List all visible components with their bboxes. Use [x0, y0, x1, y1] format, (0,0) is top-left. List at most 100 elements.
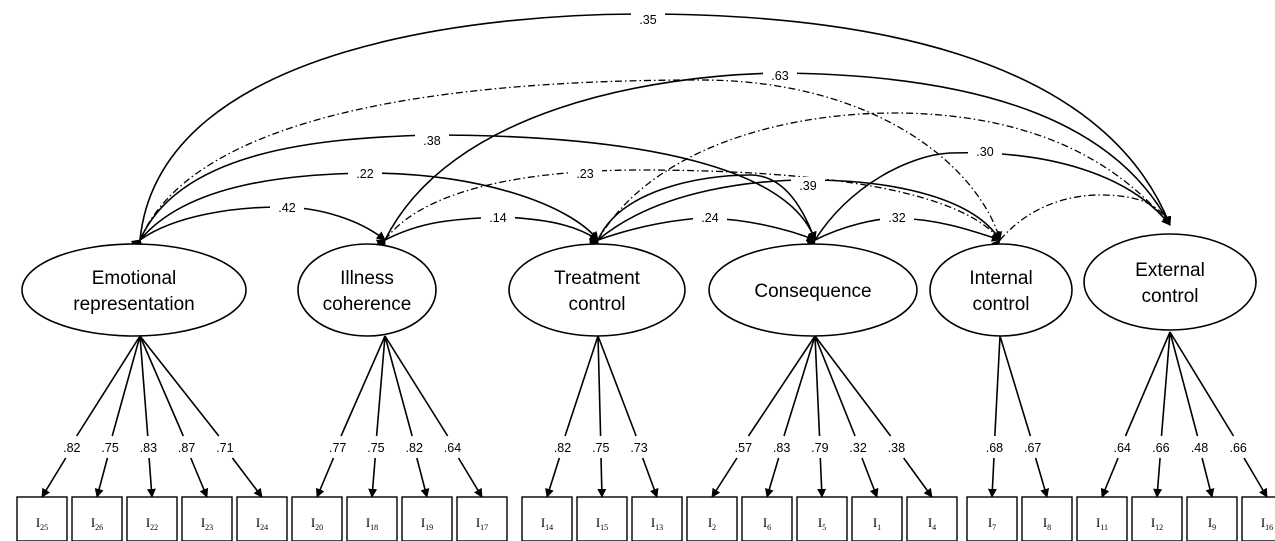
coef-label-bg: [968, 143, 1002, 159]
indicator-box-15: [576, 496, 628, 541]
latent-layer: Emotional representation Illness coherence T…: [21, 233, 1257, 337]
latent-int: [929, 243, 1073, 337]
loading-line-con-6: [783, 335, 816, 437]
loading-label-emo-23: .87: [178, 441, 195, 455]
indicator-box-24: [236, 496, 288, 541]
coef-label-bg: [415, 132, 449, 148]
loading-label-emo-22: .83: [140, 441, 157, 455]
loading-line-con-5: [814, 335, 821, 437]
loading-line-con-1: [814, 335, 856, 437]
loading-arrow-trt-15: [597, 457, 607, 498]
loading-arrow-ext-11: [1100, 457, 1119, 498]
indicator-label-9: I9: [1208, 515, 1216, 532]
latent-label-ill: Illness coherence: [323, 268, 412, 315]
correlation-label-emo-con: .38: [423, 134, 440, 148]
indicator-box-7: [966, 496, 1018, 541]
correlation-label-trt-con: .24: [701, 211, 718, 225]
loading-arrow-ill-18: [368, 457, 378, 498]
correlation-label-emo-ill: .42: [278, 201, 295, 215]
indicator-label-12: I12: [1151, 515, 1163, 532]
indicator-label-2: I2: [708, 515, 716, 532]
indicator-box-25: [16, 496, 68, 541]
indicator-box-16: [1241, 496, 1275, 541]
loading-label-con-4: .38: [888, 441, 905, 455]
latent-label-emo: Emotional representation: [73, 268, 194, 315]
coef-label-bg: [348, 165, 382, 181]
loading-arrow-ext-12: [1153, 457, 1163, 498]
loading-arrow-con-1: [861, 457, 879, 498]
loading-arrow-int-8: [1034, 457, 1050, 498]
loading-line-emo-24: [139, 335, 220, 437]
loading-label-trt-15: .75: [592, 441, 609, 455]
latent-ext: [1083, 233, 1257, 331]
latent-label-ext: External control: [1135, 260, 1205, 307]
correlation-label-con-int: .32: [888, 211, 905, 225]
loading-line-emo-26: [111, 335, 141, 437]
correlation-trt-con: [590, 174, 817, 250]
coef-label-bg: [791, 177, 825, 193]
indicator-box-23: [181, 496, 233, 541]
loading-arrow-emo-25: [41, 457, 67, 498]
indicator-label-5: I5: [818, 515, 826, 532]
loading-label-trt-14: .82: [554, 441, 571, 455]
loading-line-trt-14: [564, 335, 599, 437]
loading-label-ill-20: .77: [329, 441, 346, 455]
correlation-label-con-ext: .30: [976, 145, 993, 159]
loading-line-con-2: [747, 335, 816, 437]
correlation-label-trt-int: .39: [799, 179, 816, 193]
indicator-box-12: [1131, 496, 1183, 541]
latent-emo: [21, 243, 247, 337]
loading-line-ill-20: [340, 335, 386, 437]
loading-label-trt-13: .73: [630, 441, 647, 455]
loading-arrow-emo-24: [231, 457, 263, 498]
latent-trt: [508, 243, 686, 337]
loading-arrow-emo-23: [190, 457, 209, 498]
correlation-ill-int-dashed: [376, 169, 1001, 250]
loading-line-int-7: [994, 335, 1001, 437]
coef-label-bg: [568, 165, 602, 181]
indicator-label-8: I8: [1043, 515, 1051, 532]
loading-arrow-con-4: [903, 457, 933, 498]
loading-arrow-con-5: [817, 457, 827, 498]
indicator-label-4: I4: [928, 515, 936, 532]
loading-line-emo-23: [139, 335, 185, 437]
loading-arrow-ext-16: [1243, 457, 1268, 498]
latent-label-con: Consequence: [754, 281, 871, 302]
correlation-emo-ill: [130, 206, 386, 249]
indicator-label-22: I22: [146, 515, 158, 532]
loading-line-con-4: [814, 335, 892, 437]
correlation-emo-int-dashed: [132, 79, 1003, 250]
indicator-box-1: [851, 496, 903, 541]
indicator-layer: I25 I26 I22 I23 I24 I20 I18 I19 I17 I14 I15 I13 I2 I6…: [16, 496, 1275, 541]
loading-line-ext-9: [1169, 331, 1199, 437]
indicator-label-23: I23: [201, 515, 213, 532]
indicator-label-7: I7: [988, 515, 996, 532]
indicator-box-17: [456, 496, 508, 541]
indicator-box-4: [906, 496, 958, 541]
loading-arrow-trt-13: [641, 457, 659, 498]
indicator-label-25: I25: [36, 515, 48, 532]
loading-label-con-5: .79: [811, 441, 828, 455]
loading-line-ext-11: [1124, 331, 1171, 437]
loading-label-emo-24: .71: [216, 441, 233, 455]
indicator-label-16: I16: [1261, 515, 1273, 532]
correlation-label-emo-ext: .35: [639, 13, 656, 27]
correlation-label-ill-ext: .63: [771, 69, 788, 83]
correlation-int-ext-dashed: [991, 194, 1171, 250]
loading-arrow-con-2: [711, 457, 738, 498]
indicator-label-14: I14: [541, 515, 553, 532]
correlation-label-emo-trt: .22: [356, 167, 373, 181]
loading-layer: [41, 331, 1268, 498]
loading-label-emo-26: .75: [101, 441, 118, 455]
indicator-box-2: [686, 496, 738, 541]
indicator-label-19: I19: [421, 515, 433, 532]
indicator-box-26: [71, 496, 123, 541]
coefficient-label-layer: .35 .63 .38 .22 .14 .23 .42 .39 .30 .24 .32 .82 .75.…: [63, 11, 1247, 455]
indicator-label-6: I6: [763, 515, 771, 532]
coef-label-bg: [481, 209, 515, 225]
loading-label-con-2: .57: [735, 441, 752, 455]
loading-line-emo-22: [139, 335, 149, 437]
indicator-label-20: I20: [311, 515, 323, 532]
loading-arrow-ext-9: [1201, 457, 1215, 498]
